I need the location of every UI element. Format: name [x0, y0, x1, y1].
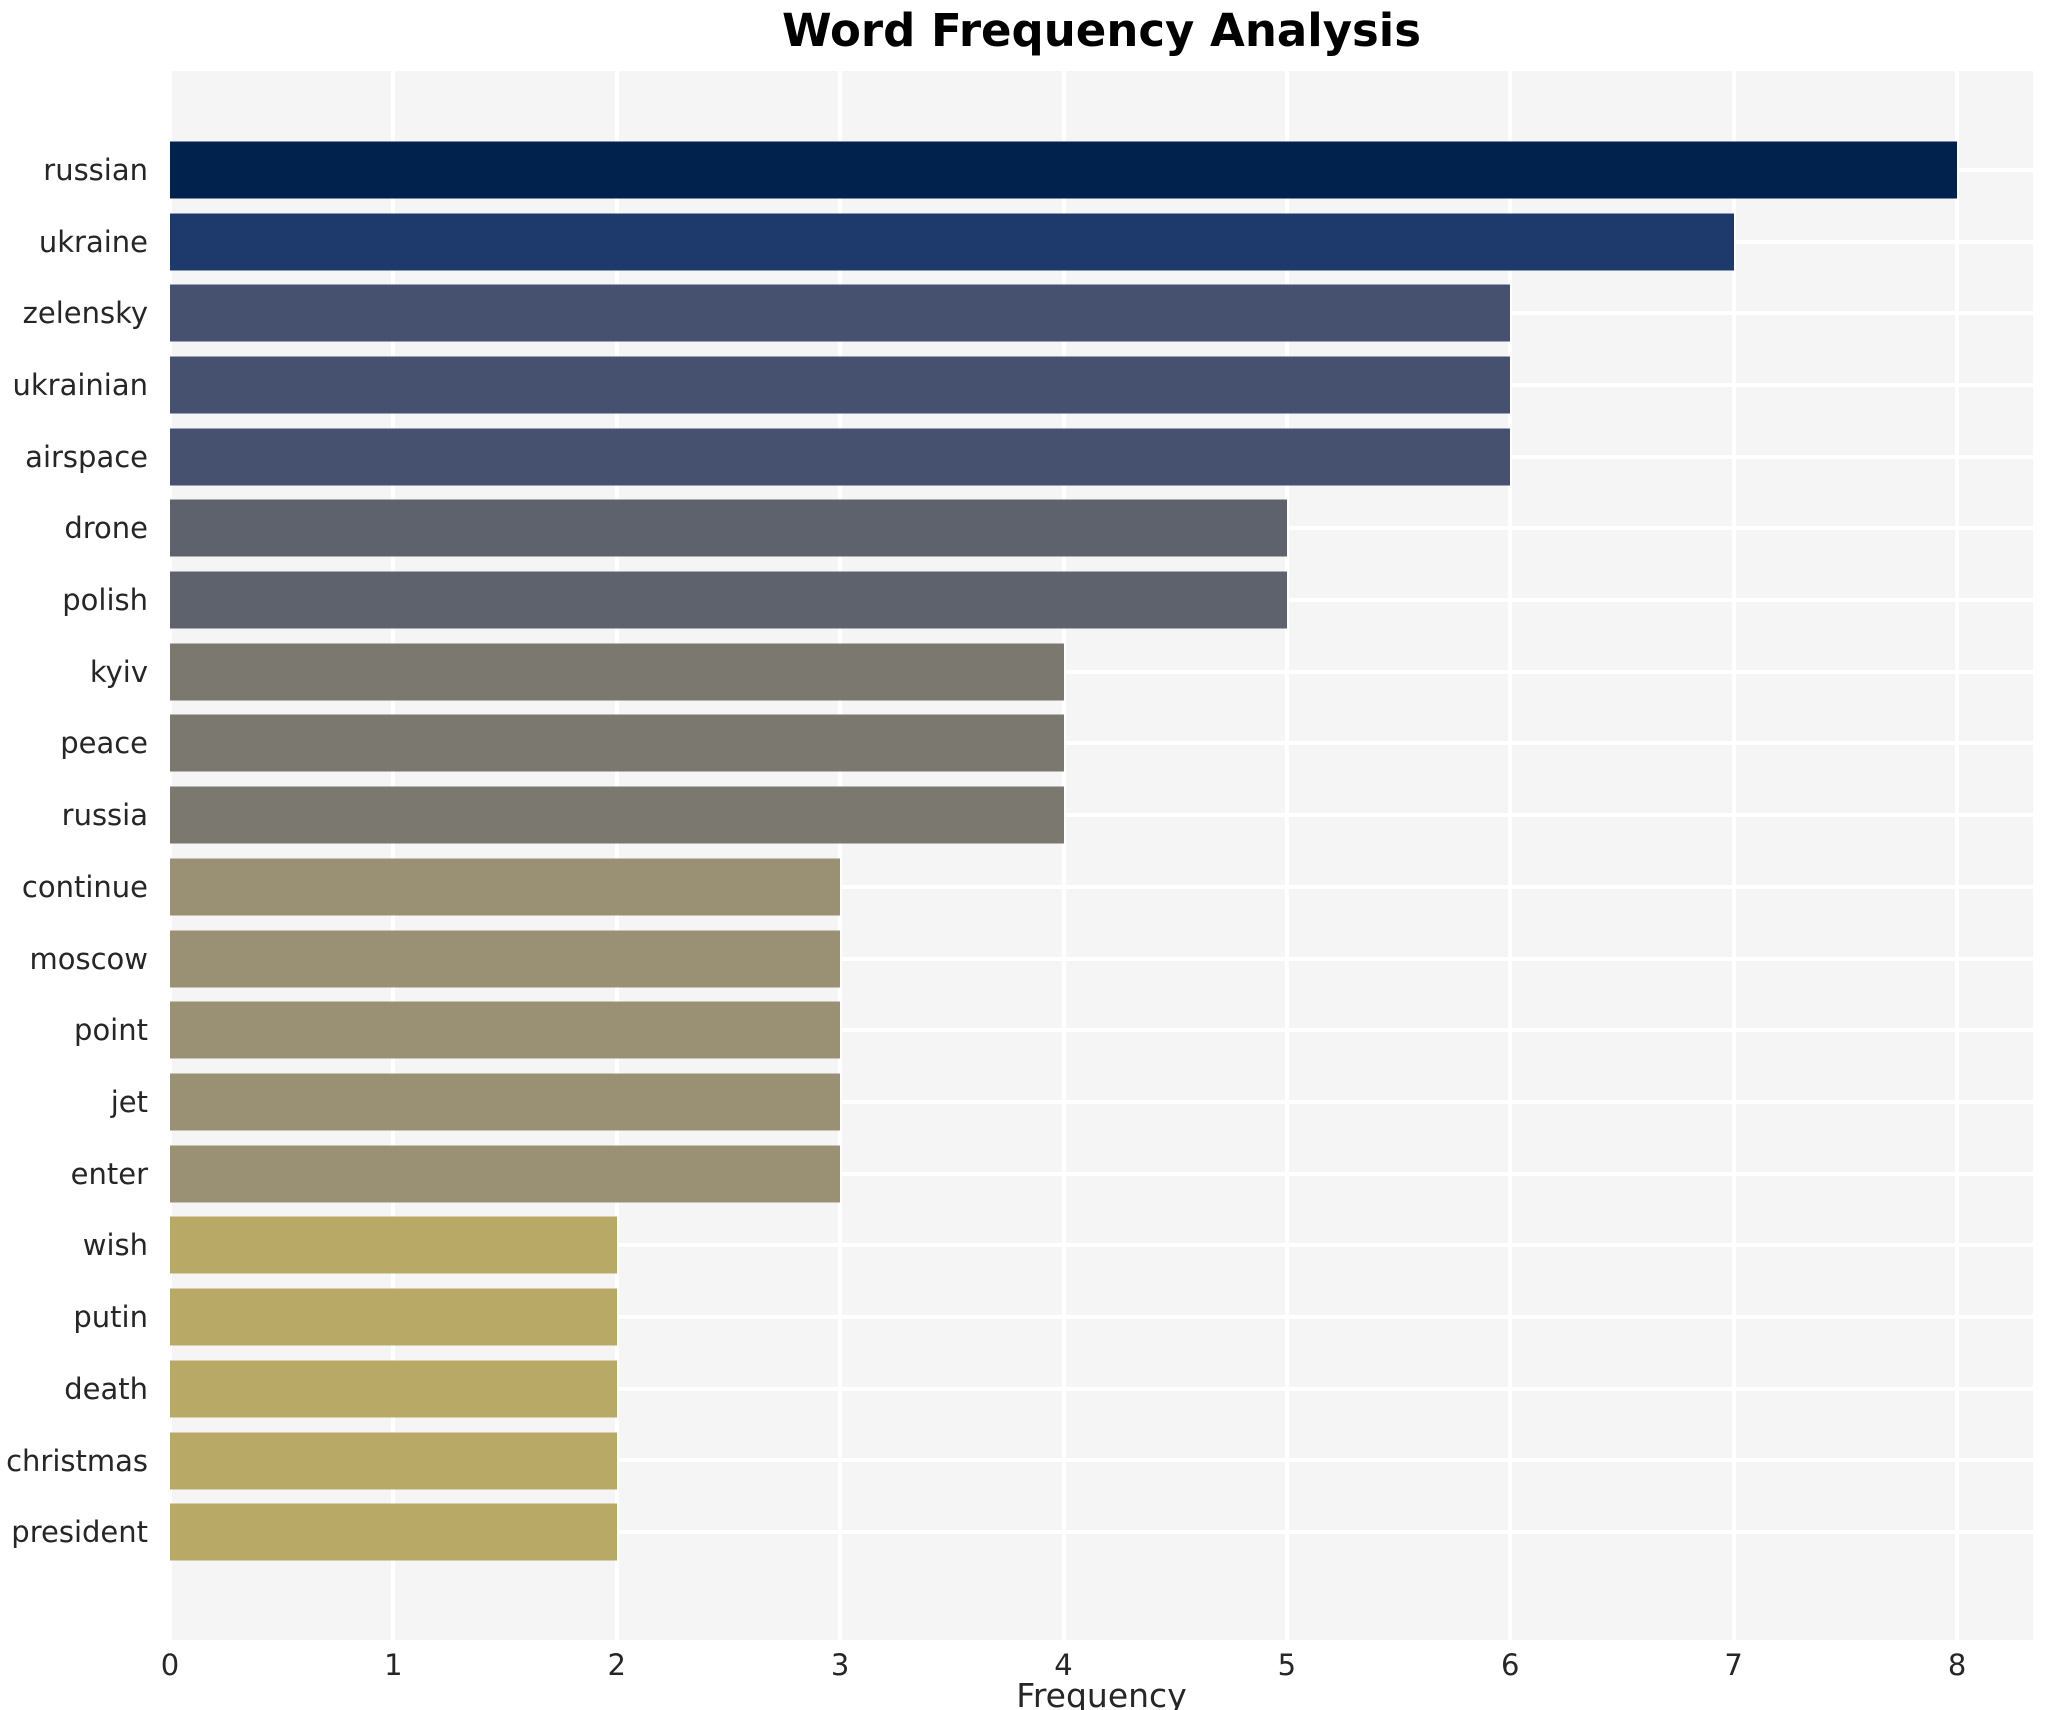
bar-president [170, 1503, 617, 1561]
bar-christmas [170, 1432, 617, 1489]
x-tick-label-2: 2 [607, 1648, 626, 1682]
x-tick-label-3: 3 [830, 1648, 850, 1682]
chart-title: Word Frequency Analysis [781, 4, 1422, 57]
vertical-gridline [391, 71, 396, 1640]
bar-putin [170, 1288, 617, 1346]
bar-row-jet [170, 1066, 2033, 1138]
category-label-wish: wish [82, 1228, 148, 1263]
horizontal-gridline [170, 1315, 2033, 1320]
horizontal-gridline [170, 741, 2033, 746]
vertical-gridline [168, 71, 172, 1640]
bar-row-russian [170, 134, 2033, 206]
x-tick-label-5: 5 [1277, 1648, 1297, 1682]
vertical-gridline [1284, 71, 1289, 1640]
bar-row-christmas [170, 1425, 2033, 1497]
bar-row-airspace [170, 421, 2033, 493]
bar-zelensky [170, 284, 1511, 342]
bar-row-point [170, 994, 2033, 1066]
x-tick-label-4: 4 [1054, 1648, 1073, 1682]
category-label-jet: jet [110, 1084, 148, 1119]
vertical-gridline [838, 71, 843, 1640]
bar-row-president [170, 1496, 2033, 1568]
bar-drone [170, 499, 1287, 557]
x-tick-label-6: 6 [1501, 1648, 1520, 1682]
bar-row-russia [170, 779, 2033, 851]
bar-russia [170, 786, 1064, 844]
category-label-polish: polish [62, 583, 148, 618]
bar-row-kyiv [170, 636, 2033, 708]
category-label-putin: putin [73, 1300, 148, 1335]
category-label-ukrainian: ukrainian [12, 367, 148, 402]
horizontal-gridline [170, 1243, 2033, 1248]
bar-continue [170, 858, 841, 916]
bar-row-wish [170, 1210, 2033, 1282]
category-label-kyiv: kyiv [89, 654, 148, 689]
vertical-gridline [1955, 71, 1960, 1640]
bar-point [170, 1001, 841, 1059]
bar-ukraine [170, 213, 1734, 271]
bar-row-ukraine [170, 206, 2033, 278]
x-tick-label-0: 0 [160, 1648, 180, 1682]
bar-row-moscow [170, 923, 2033, 995]
horizontal-gridline [170, 1099, 2033, 1104]
bar-death [170, 1360, 617, 1418]
category-label-point: point [74, 1013, 148, 1048]
bar-row-ukrainian [170, 349, 2033, 421]
vertical-gridline [1731, 71, 1736, 1640]
x-tick-label-1: 1 [384, 1648, 403, 1682]
bar-row-death [170, 1353, 2033, 1425]
bar-row-drone [170, 493, 2033, 565]
horizontal-gridline [170, 884, 2033, 889]
category-label-zelensky: zelensky [22, 296, 148, 331]
x-axis-ticks: 0 1 2 3 4 5 6 7 8 [161, 1648, 2033, 1682]
horizontal-gridline [170, 1171, 2033, 1176]
category-label-christmas: christmas [6, 1443, 148, 1478]
bar-row-enter [170, 1138, 2033, 1210]
bar-enter [170, 1145, 841, 1203]
category-label-enter: enter [70, 1156, 148, 1191]
bar-ukrainian [170, 356, 1511, 414]
category-label-airspace: airspace [25, 439, 148, 474]
bar-moscow [170, 930, 841, 988]
bar-row-putin [170, 1281, 2033, 1353]
category-label-president: president [11, 1515, 148, 1550]
category-label-continue: continue [21, 869, 148, 904]
bar-row-polish [170, 564, 2033, 636]
bar-russian [170, 141, 1958, 199]
category-label-drone: drone [64, 511, 148, 546]
category-label-death: death [64, 1371, 148, 1406]
bar-polish [170, 571, 1287, 629]
bar-row-peace [170, 708, 2033, 780]
horizontal-gridline [170, 956, 2033, 961]
horizontal-gridline [170, 1386, 2033, 1391]
category-label-russia: russia [61, 798, 148, 833]
y-axis-category-labels: russian ukraine zelensky ukrainian airspace d… [0, 71, 158, 1640]
category-label-ukraine: ukraine [38, 224, 148, 259]
bar-kyiv [170, 643, 1064, 701]
vertical-gridline [1508, 71, 1513, 1640]
bar-jet [170, 1073, 841, 1131]
bar-row-continue [170, 851, 2033, 923]
bar-wish [170, 1216, 617, 1274]
bar-peace [170, 714, 1064, 772]
bar-row-zelensky [170, 277, 2033, 349]
category-label-moscow: moscow [29, 941, 148, 976]
category-label-russian: russian [43, 152, 148, 187]
horizontal-gridline [170, 1028, 2033, 1033]
x-tick-label-7: 7 [1724, 1648, 1743, 1682]
category-label-peace: peace [60, 726, 148, 761]
x-axis-title: Frequency [1016, 1676, 1187, 1710]
horizontal-gridline [170, 813, 2033, 818]
x-tick-label-8: 8 [1947, 1648, 1967, 1682]
horizontal-gridline [170, 1458, 2033, 1463]
horizontal-gridline [170, 1530, 2033, 1535]
bar-rows [170, 71, 2033, 1640]
horizontal-gridline [170, 669, 2033, 674]
vertical-gridline [1061, 71, 1066, 1640]
bar-airspace [170, 428, 1511, 486]
vertical-gridline [614, 71, 619, 1640]
